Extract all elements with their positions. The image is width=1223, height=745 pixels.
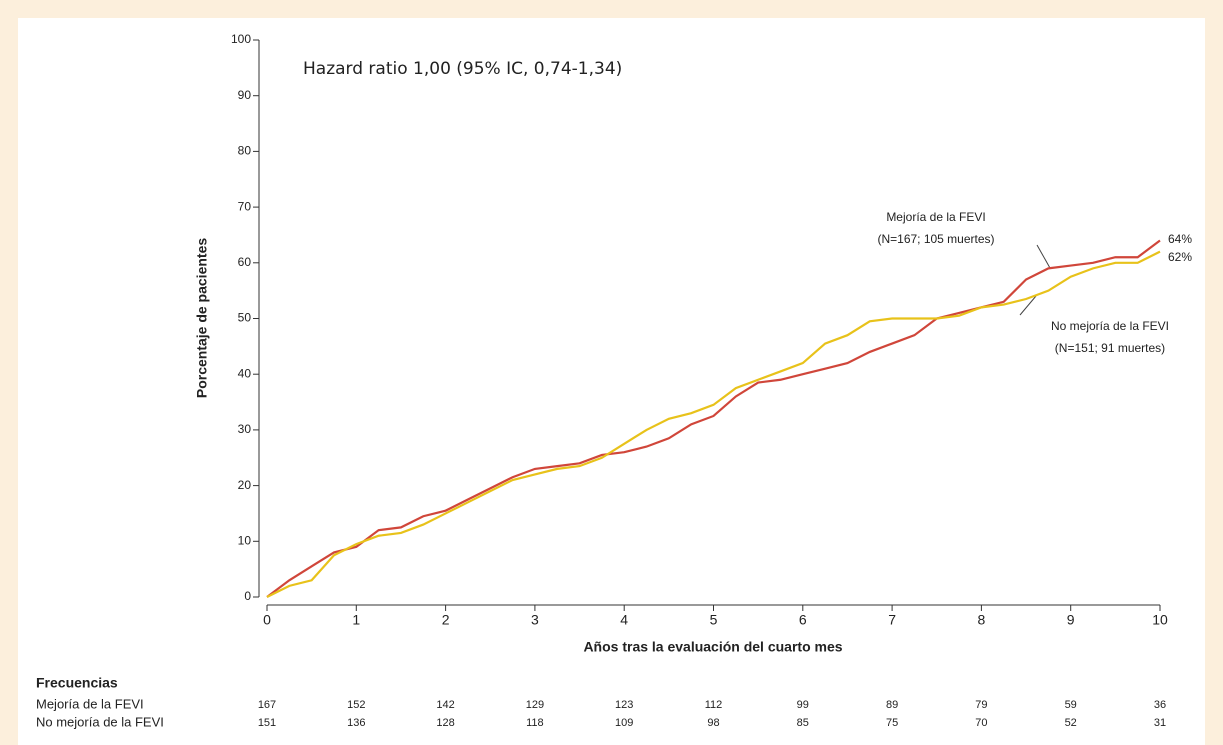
risk-value: 70 <box>975 717 987 729</box>
y-tick-label: 0 <box>244 589 251 603</box>
risk-value: 52 <box>1065 717 1077 729</box>
risk-value: 151 <box>258 717 276 729</box>
y-tick-label: 80 <box>238 144 252 158</box>
risk-value: 128 <box>436 717 454 729</box>
risk-value: 79 <box>975 699 987 711</box>
annotation: Hazard ratio 1,00 (95% IC, 0,74-1,34) <box>303 59 622 79</box>
x-tick-label: 5 <box>710 612 718 628</box>
series-line <box>266 250 1161 598</box>
risk-row-label: Mejoría de la FEVI <box>36 696 144 711</box>
end-label: 64% <box>1168 232 1192 246</box>
risk-value: 31 <box>1154 717 1166 729</box>
end-label: 62% <box>1168 250 1192 264</box>
risk-value: 85 <box>797 717 809 729</box>
x-tick-label: 9 <box>1067 612 1075 628</box>
pointer <box>1019 295 1037 316</box>
x-tick-label: 10 <box>1152 612 1168 628</box>
x-tick-label: 6 <box>799 612 807 628</box>
x-tick-label: 0 <box>263 612 271 628</box>
risk-value: 142 <box>436 699 454 711</box>
risk-value: 152 <box>347 699 365 711</box>
risk-table-title: Frecuencias <box>36 675 118 691</box>
curve-label: (N=167; 105 muertes) <box>877 232 994 246</box>
risk-value: 136 <box>347 717 365 729</box>
risk-value: 109 <box>615 717 633 729</box>
x-tick-label: 2 <box>442 612 450 628</box>
y-tick-label: 90 <box>238 88 252 102</box>
risk-value: 98 <box>707 717 719 729</box>
panel <box>18 18 1205 745</box>
y-tick-label: 30 <box>238 422 252 436</box>
risk-row-label: No mejoría de la FEVI <box>36 714 164 729</box>
risk-value: 89 <box>886 699 898 711</box>
y-tick-label: 20 <box>238 478 252 492</box>
y-tick-label: 100 <box>231 32 251 46</box>
x-tick-label: 1 <box>352 612 360 628</box>
x-axis-label: Años tras la evaluación del cuarto mes <box>583 639 842 655</box>
risk-value: 123 <box>615 699 633 711</box>
curve-label: No mejoría de la FEVI <box>1051 319 1169 333</box>
risk-value: 36 <box>1154 699 1166 711</box>
series-line <box>266 239 1161 598</box>
x-tick-label: 3 <box>531 612 539 628</box>
pointer <box>1036 244 1051 269</box>
risk-value: 129 <box>526 699 544 711</box>
risk-value: 59 <box>1065 699 1077 711</box>
y-axis-label: Porcentaje de pacientes <box>194 238 210 399</box>
x-tick-label: 7 <box>888 612 896 628</box>
curve-label: Mejoría de la FEVI <box>886 210 985 224</box>
risk-value: 75 <box>886 717 898 729</box>
risk-value: 167 <box>258 699 276 711</box>
curve-label: (N=151; 91 muertes) <box>1055 341 1165 355</box>
risk-value: 99 <box>797 699 809 711</box>
y-tick-label: 70 <box>238 199 252 213</box>
risk-value: 112 <box>705 699 723 711</box>
risk-value: 118 <box>526 717 544 729</box>
y-tick-label: 40 <box>238 366 252 380</box>
y-tick-label: 60 <box>238 255 252 269</box>
y-tick-label: 50 <box>238 311 252 325</box>
x-tick-label: 8 <box>978 612 986 628</box>
x-tick-label: 4 <box>620 612 628 628</box>
y-tick-label: 10 <box>238 533 252 547</box>
